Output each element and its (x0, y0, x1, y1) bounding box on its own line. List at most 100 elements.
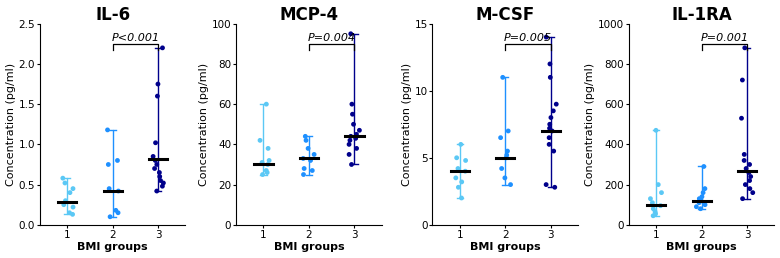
Point (739, 46, 751, 50)
Point (154, 179, 167, 183)
Point (449, 176, 462, 180)
Point (497, 75, 509, 79)
Y-axis label: Concentration (pg/ml): Concentration (pg/ml) (585, 63, 595, 186)
Point (743, 163, 756, 167)
Point (540, 182, 552, 187)
Point (297, 172, 310, 176)
Point (647, 207, 660, 211)
Point (498, 176, 511, 180)
Point (655, 191, 668, 195)
Point (456, 196, 468, 200)
Point (101, 128, 114, 132)
Point (547, 109, 559, 113)
Point (308, 152, 321, 157)
Point (151, 189, 163, 193)
Point (350, 146, 363, 150)
Point (697, 164, 710, 168)
Text: P=0.004: P=0.004 (307, 33, 356, 43)
Point (543, 136, 555, 140)
Point (495, 136, 507, 140)
Point (452, 166, 464, 171)
Point (157, 181, 169, 185)
Point (260, 102, 272, 106)
Point (151, 82, 164, 86)
Point (746, 191, 759, 195)
Point (452, 185, 465, 189)
X-axis label: BMI groups: BMI groups (666, 243, 737, 252)
Point (344, 138, 356, 142)
Point (345, 134, 357, 138)
Point (699, 187, 711, 191)
Point (450, 156, 463, 160)
Point (546, 129, 558, 133)
Title: IL-6: IL-6 (95, 6, 130, 23)
Point (649, 212, 661, 216)
Point (256, 160, 268, 165)
Point (343, 152, 356, 157)
Point (544, 126, 556, 130)
Point (57, 176, 69, 180)
Point (544, 116, 557, 120)
Point (304, 158, 317, 163)
Point (738, 152, 750, 157)
Point (66, 212, 79, 216)
Point (738, 158, 750, 163)
Point (67, 205, 80, 209)
Point (647, 214, 659, 218)
Text: P=0.001: P=0.001 (700, 33, 749, 43)
Point (298, 166, 310, 171)
Point (544, 62, 556, 66)
Point (548, 185, 561, 189)
Point (505, 182, 517, 187)
Point (502, 129, 515, 133)
Point (456, 180, 468, 184)
Point (297, 156, 310, 160)
Point (112, 189, 125, 193)
Point (649, 210, 661, 214)
Point (543, 142, 555, 147)
Point (350, 132, 363, 136)
Point (736, 78, 749, 82)
Point (349, 136, 362, 140)
Point (459, 169, 471, 173)
Point (102, 163, 115, 167)
Point (346, 163, 358, 167)
Point (112, 158, 124, 163)
Point (346, 102, 358, 106)
Point (495, 166, 508, 171)
Point (540, 35, 552, 39)
Point (693, 201, 705, 205)
Point (743, 179, 756, 183)
Point (64, 191, 76, 195)
Point (263, 158, 275, 163)
X-axis label: BMI groups: BMI groups (470, 243, 541, 252)
Point (695, 199, 707, 203)
Point (501, 153, 513, 157)
Point (261, 171, 274, 175)
Text: P<0.001: P<0.001 (112, 33, 159, 43)
Point (261, 163, 274, 167)
Point (650, 128, 662, 132)
Point (151, 163, 163, 167)
Point (697, 191, 709, 195)
Point (502, 149, 514, 153)
Point (652, 182, 665, 187)
Point (148, 166, 161, 171)
Point (690, 205, 703, 209)
Point (696, 195, 708, 199)
Point (739, 182, 752, 187)
Text: P=0.005: P=0.005 (504, 33, 552, 43)
X-axis label: BMI groups: BMI groups (274, 243, 344, 252)
Point (104, 215, 116, 219)
Point (693, 197, 706, 201)
Point (699, 203, 711, 207)
Point (67, 187, 80, 191)
Y-axis label: Concentration (pg/ml): Concentration (pg/ml) (199, 63, 209, 186)
Point (153, 171, 165, 175)
Point (156, 46, 168, 50)
Point (58, 181, 71, 185)
Point (736, 197, 749, 201)
Point (500, 156, 512, 160)
Point (353, 128, 366, 132)
Point (299, 134, 311, 138)
